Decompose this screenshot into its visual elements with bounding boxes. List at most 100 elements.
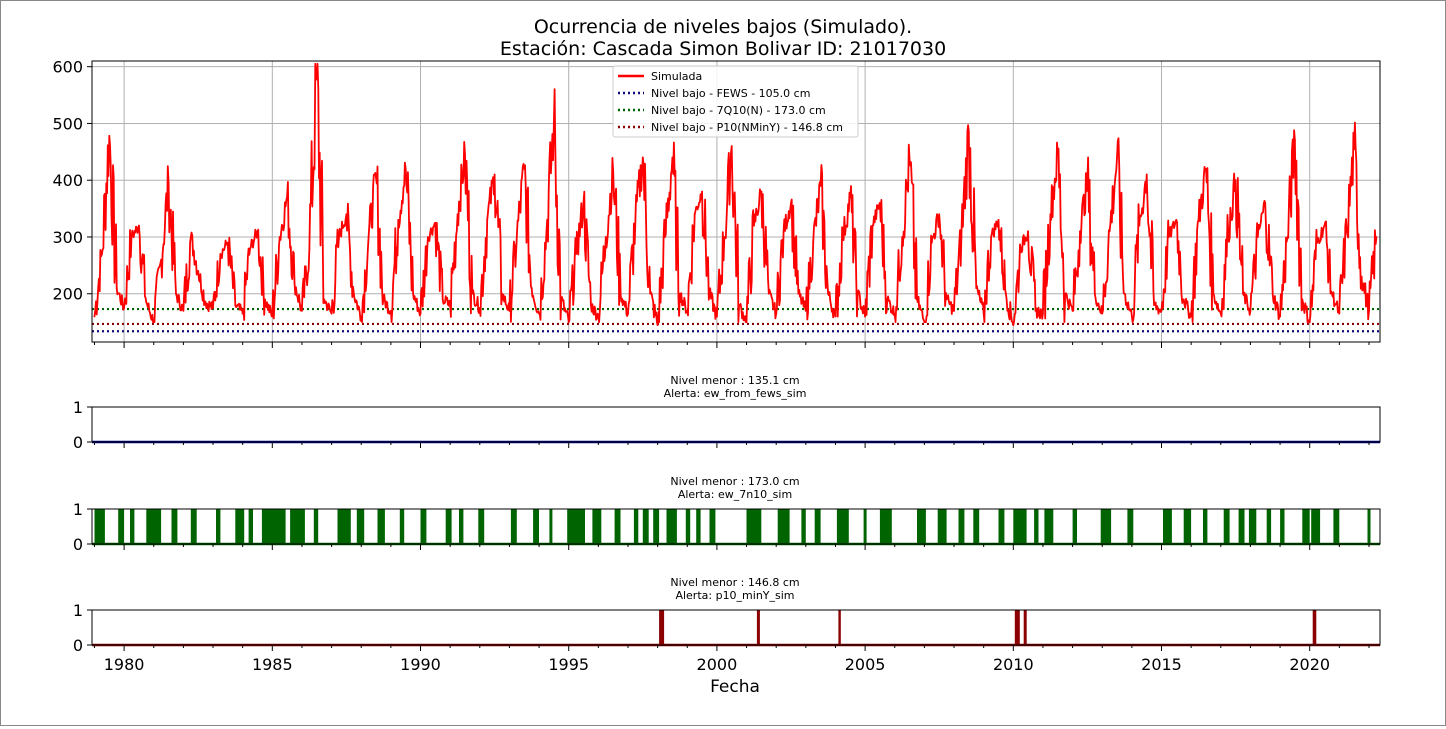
series-simulada-point [427,236,429,238]
panel2-subtitle: Alerta: ew_from_fews_sim [664,387,807,400]
series-simulada-point [219,253,222,255]
alert-panel-frame [91,406,1381,443]
alert-bar [1302,509,1310,544]
panel4-title: Nivel menor : 146.8 cm [670,576,799,589]
alert-bar [879,509,892,544]
alert-bar [1044,509,1054,544]
series-simulada-point [486,219,489,221]
series-simulada-point [864,315,866,318]
alert-bar [998,509,1005,544]
series-simulada-point [923,321,926,323]
series-simulada-point [545,230,548,233]
series-simulada-point [375,176,377,179]
series-simulada-point [686,309,689,312]
series-simulada-point [842,236,844,238]
series-simulada-point [419,312,422,315]
series-simulada-point [916,298,918,301]
series-simulada-point [649,292,652,295]
series-simulada-point [93,315,96,318]
alert-bar [420,509,427,544]
series-simulada-point [352,292,355,295]
series-simulada-point [160,258,163,261]
series-simulada-point [1353,148,1356,150]
alert-bar [756,610,760,645]
series-simulada-point [101,253,103,255]
series-simulada-point [464,153,466,156]
series-simulada-point [1256,236,1259,238]
alert-bar [356,509,365,544]
series-simulada-point [1182,298,1185,301]
series-simulada-point [530,287,533,289]
series-simulada-point [790,202,792,204]
series-simulada-point [301,309,303,312]
series-simulada-point [182,309,185,312]
x-tick-label: 1980 [104,655,145,674]
series-simulada-point [1049,213,1052,216]
series-simulada-point [264,298,266,301]
series-simulada-point [115,287,118,289]
alert-bar [1266,509,1272,544]
series-simulada-point [286,196,288,199]
panel3-subtitle: Alerta: ew_7n10_sim [678,488,792,501]
alert-bar [1312,610,1317,645]
y-tick-label: 1 [73,500,83,519]
series-simulada-point [390,309,392,312]
x-axis-label: Fecha [710,677,760,697]
series-simulada-point [908,159,911,162]
alert-bar [94,509,105,544]
series-simulada-point [1279,315,1281,318]
series-simulada-point [1175,219,1178,221]
alert-bar [592,509,602,544]
series-simulada-point [886,298,889,301]
alert-bar [190,509,197,544]
series-simulada-point [738,304,740,306]
series-simulada-point [1086,179,1089,182]
series-simulada-point [1345,230,1348,233]
alert-bar [118,509,125,544]
series-simulada-point [538,312,540,315]
alert-bar [1367,509,1371,544]
alert-bar [130,509,135,544]
series-simulada-point [797,292,800,295]
main-plot-frame [91,60,1381,343]
alert-bar [445,509,452,544]
series-simulada-point [612,170,615,173]
alert-bar [814,509,821,544]
series-simulada-point [234,304,237,306]
series-simulada-point [1056,153,1059,156]
series-simulada-point [360,315,363,318]
series-simulada-point [1093,292,1096,295]
series-simulada-point [1101,312,1104,315]
series-simulada-point [315,76,318,78]
alert-bar [248,509,253,544]
alert-bar [1183,509,1192,544]
alert-bar [1311,509,1321,544]
series-simulada-point [441,298,444,301]
alert-panel-frame [91,508,1381,545]
chart-subtitle: Estación: Cascada Simon Bolivar ID: 2101… [500,38,946,60]
series-simulada-point [590,304,592,306]
series-simulada-point [1034,309,1037,312]
series-simulada-point [1360,275,1363,278]
alert-bar [1014,610,1020,645]
series-simulada-point [953,309,955,312]
y-tick-label: 0 [73,535,83,554]
panel4-subtitle: Alerta: p10_minY_sim [675,589,794,602]
series-simulada-point [1271,292,1274,295]
alert-bar [337,509,351,544]
alert-bar [533,509,539,544]
alert-bar [696,509,701,544]
x-tick-label: 2005 [845,655,886,674]
alert-bar [666,509,677,544]
series-simulada-point [1308,321,1311,323]
series-simulada-point [575,253,577,255]
series-simulada-point [819,185,822,187]
series-simulada-point [515,236,518,238]
series-simulada-point [1019,247,1022,250]
series-simulada-point [960,236,963,238]
series-simulada-point [856,292,859,295]
series-simulada-point [175,292,177,295]
x-tick-label: 2000 [697,655,738,674]
series-simulada-point [1138,224,1141,227]
series-simulada-point [1234,179,1237,182]
